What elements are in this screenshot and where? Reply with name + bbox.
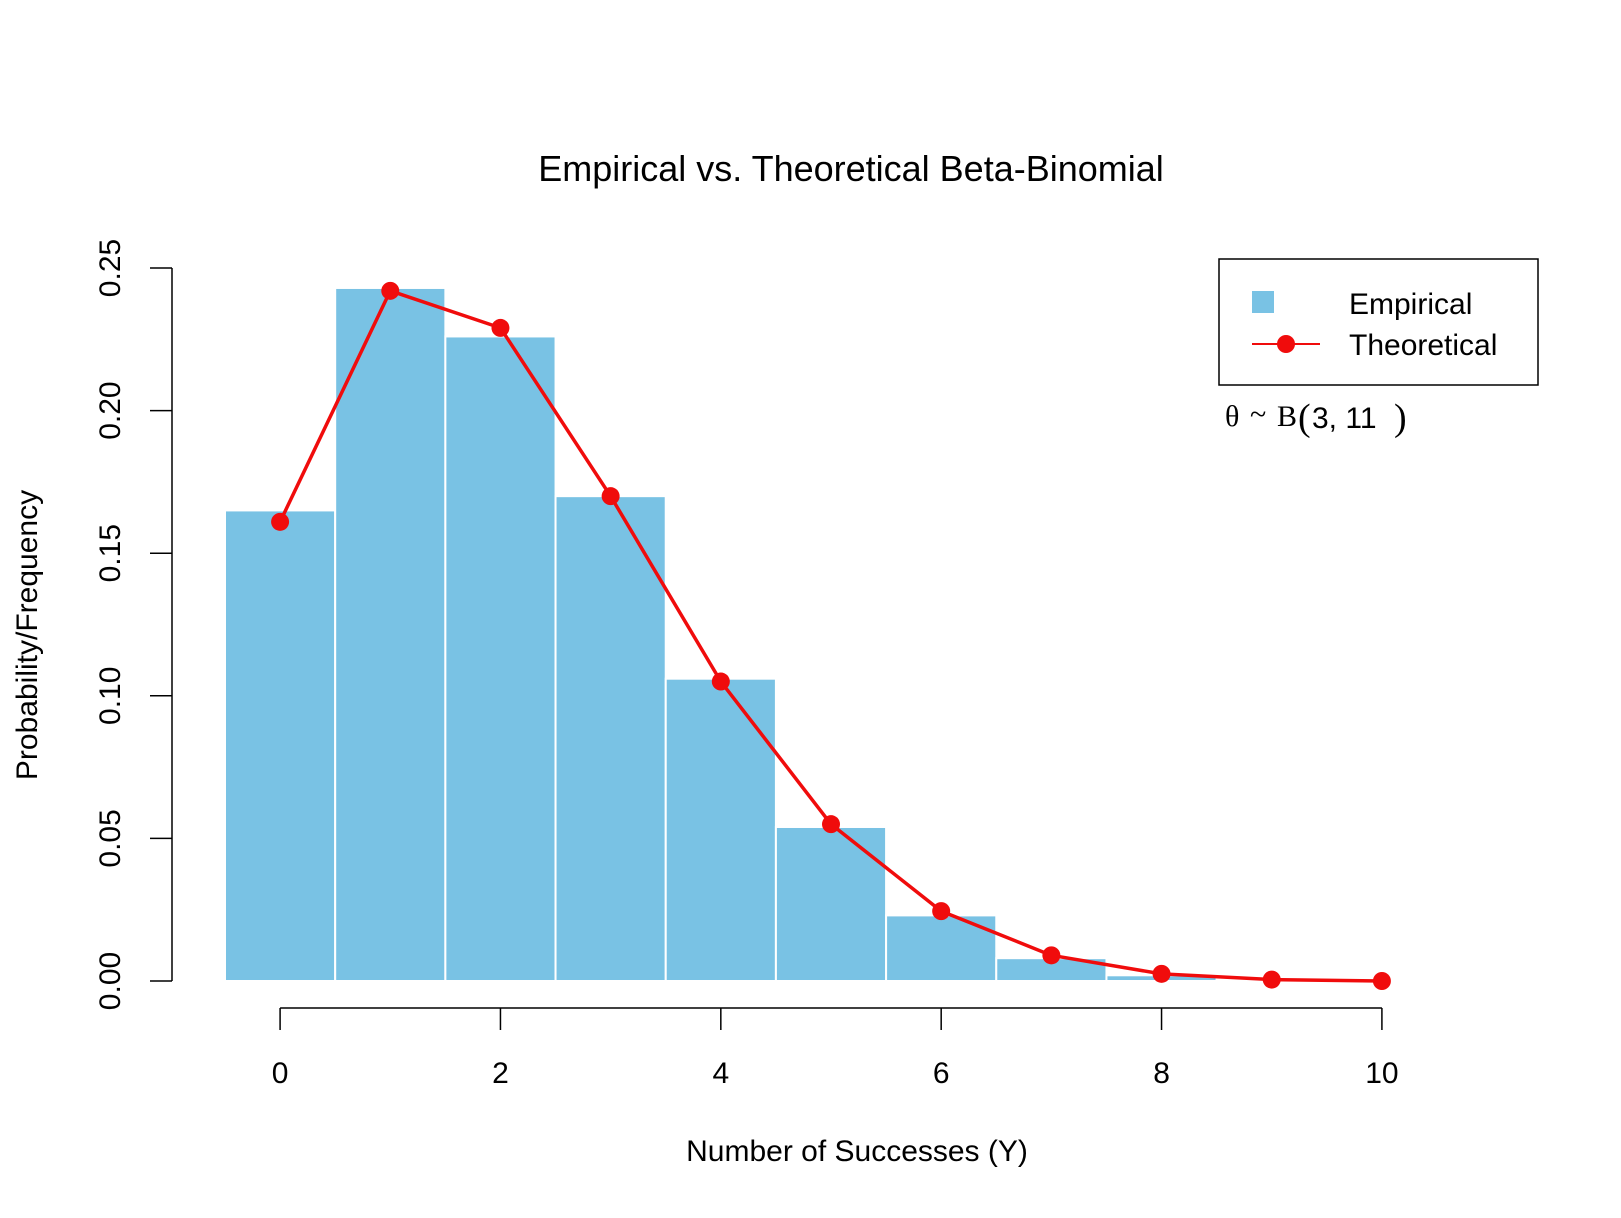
x-axis-label: Number of Successes (Y): [686, 1135, 1028, 1168]
legend-empirical-swatch: [1252, 291, 1274, 313]
annotation-theta: θ: [1225, 400, 1239, 433]
y-axis: 0.00 0.05 0.10 0.15 0.20 0.25: [94, 239, 173, 1010]
point-theoretical-1: [381, 281, 400, 300]
y-tick-label-2: 0.10: [94, 667, 127, 725]
bar-empirical-3: [554, 495, 667, 982]
x-tick-label-2: 4: [712, 1057, 729, 1090]
line-series-group: [271, 281, 1391, 990]
y-tick-label-5: 0.25: [94, 239, 127, 297]
y-tick-label-0: 0.00: [94, 952, 127, 1010]
bar-group: [224, 286, 1328, 983]
annotation-dist: B: [1277, 400, 1297, 433]
point-theoretical-0: [271, 512, 290, 531]
point-theoretical-3: [601, 487, 620, 506]
y-tick-label-4: 0.20: [94, 381, 127, 439]
annotation-tilde: ~: [1250, 398, 1266, 431]
bar-empirical-1: [334, 286, 447, 982]
y-tick-label-3: 0.15: [94, 524, 127, 582]
bar-empirical-5: [774, 825, 888, 982]
bar-empirical-0: [224, 509, 337, 982]
x-axis: 0 2 4 6 8 10: [272, 1007, 1399, 1090]
legend-theoretical-label: Theoretical: [1349, 329, 1497, 362]
legend-theoretical-marker: [1277, 335, 1295, 353]
point-theoretical-10: [1372, 972, 1391, 990]
y-axis-label: Probability/Frequency: [11, 490, 44, 780]
distribution-annotation: θ ~ B ( 3, 11 ): [1225, 397, 1407, 439]
point-theoretical-7: [1042, 946, 1061, 965]
point-theoretical-8: [1152, 964, 1171, 983]
x-tick-label-4: 8: [1153, 1057, 1170, 1090]
annotation-lparen: (: [1298, 397, 1311, 439]
point-theoretical-6: [932, 902, 951, 921]
annotation-params: 3, 11: [1312, 402, 1377, 435]
legend-empirical-label: Empirical: [1349, 288, 1472, 321]
legend-box: [1218, 258, 1539, 386]
point-theoretical-4: [711, 672, 730, 691]
bar-empirical-2: [444, 335, 557, 982]
annotation-rparen: ): [1394, 397, 1407, 439]
x-tick-label-0: 0: [272, 1057, 289, 1090]
point-theoretical-9: [1262, 970, 1281, 989]
legend: Empirical Theoretical: [1218, 258, 1539, 386]
y-tick-label-1: 0.05: [94, 809, 127, 867]
x-tick-label-5: 10: [1365, 1057, 1398, 1090]
bar-empirical-4: [664, 677, 777, 982]
x-tick-label-3: 6: [933, 1057, 950, 1090]
point-theoretical-2: [491, 318, 510, 337]
x-tick-label-1: 2: [492, 1057, 509, 1090]
point-theoretical-5: [822, 815, 840, 834]
chart-title: Empirical vs. Theoretical Beta-Binomial: [538, 148, 1164, 189]
